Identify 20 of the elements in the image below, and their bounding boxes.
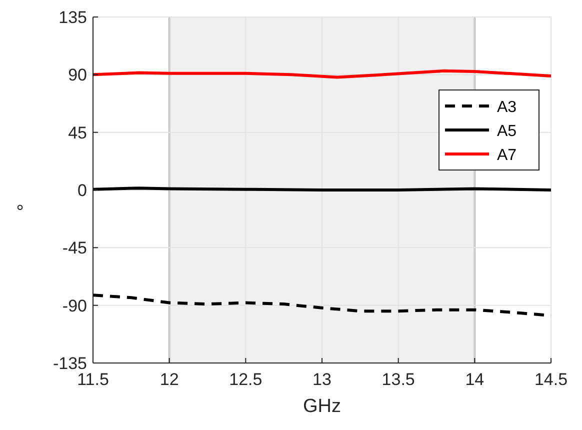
- legend-label: A5: [497, 123, 517, 140]
- x-tick-label: 14.5: [534, 370, 568, 389]
- y-tick-label: -90: [62, 296, 87, 316]
- y-tick-label: 45: [68, 123, 87, 142]
- x-tick-label: 14: [465, 370, 484, 389]
- x-tick-label: 12.5: [229, 370, 262, 389]
- y-tick-label: -135: [52, 354, 87, 373]
- y-tick-label: 0: [78, 181, 87, 200]
- x-axis-title: GHz: [303, 396, 341, 417]
- x-tick-label: 11.5: [77, 370, 109, 389]
- y-tick-label: 135: [58, 8, 87, 27]
- y-tick-label: 90: [68, 66, 87, 85]
- legend-label: A7: [497, 147, 517, 164]
- x-tick-label: 13: [312, 370, 332, 389]
- y-axis-title: °: [16, 202, 24, 223]
- y-tick-label: -45: [62, 238, 87, 258]
- legend-label: A3: [497, 99, 517, 116]
- x-tick-label: 13.5: [382, 370, 415, 389]
- line-series: [92, 69, 552, 79]
- x-tick-label: 12: [160, 370, 179, 389]
